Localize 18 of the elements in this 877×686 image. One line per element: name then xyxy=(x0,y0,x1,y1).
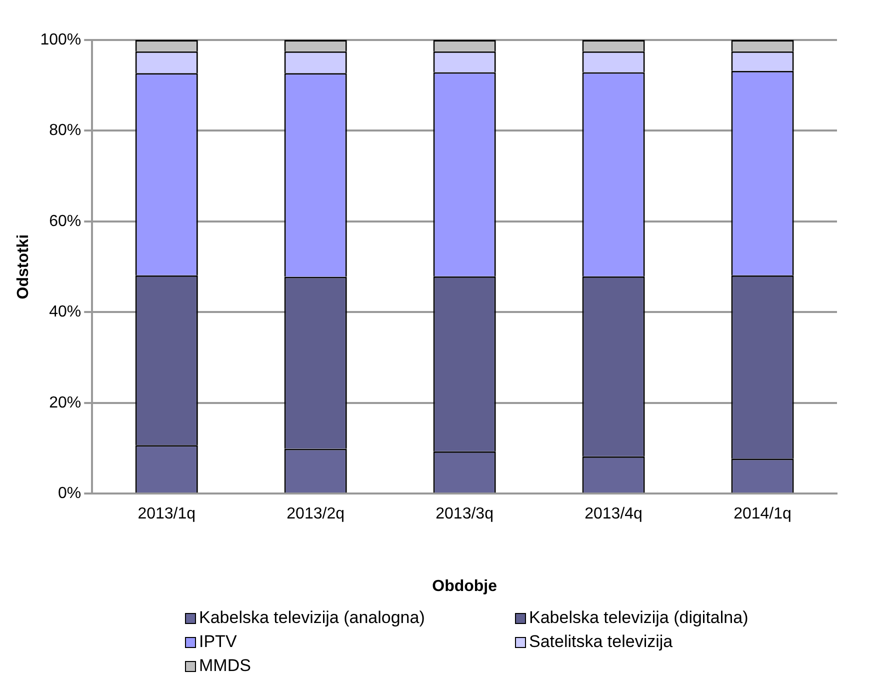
x-tick-label: 2013/1q xyxy=(138,506,196,523)
legend-label: MMDS xyxy=(199,656,251,676)
y-tick-label: 20% xyxy=(49,394,82,412)
x-axis-title: Obdobje xyxy=(432,578,498,595)
x-tick-label: 2014/1q xyxy=(734,506,792,523)
x-tick-label: 2013/2q xyxy=(286,506,345,523)
x-tick-label: 2013/4q xyxy=(584,506,642,523)
y-axis-title: Odstotki xyxy=(15,234,32,300)
legend-label: Satelitska televizija xyxy=(529,632,673,652)
y-tick-label: 100% xyxy=(40,31,82,48)
y-tick-label: 0% xyxy=(58,485,82,502)
legend-label: Kabelska televizija (digitalna) xyxy=(529,608,748,628)
x-tick-label: 2013/3q xyxy=(436,506,494,523)
y-tick-label: 60% xyxy=(49,212,82,230)
y-tick-label: 80% xyxy=(49,122,82,140)
legend-label: Kabelska televizija (analogna) xyxy=(199,608,425,628)
legend-label: IPTV xyxy=(199,632,237,652)
y-tick-label: 40% xyxy=(49,304,82,321)
